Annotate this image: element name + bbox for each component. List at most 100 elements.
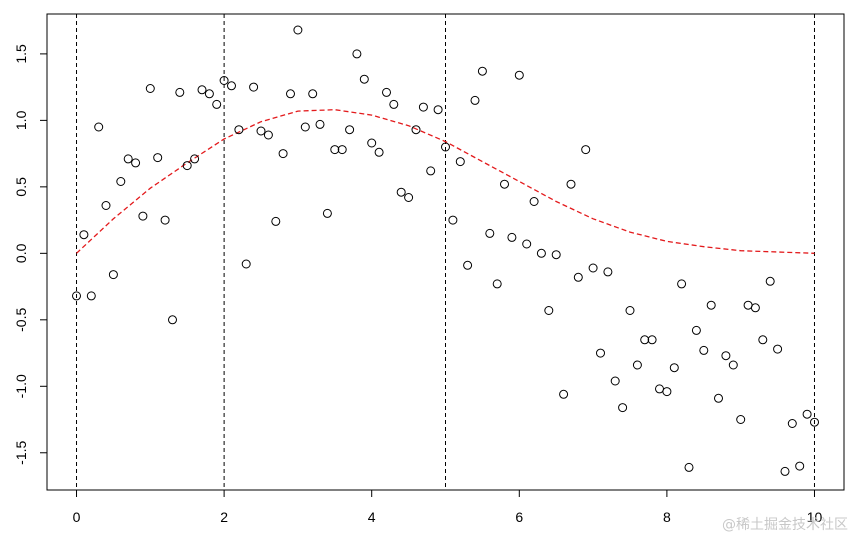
data-point: [714, 393, 723, 403]
data-point: [625, 306, 635, 315]
data-point: [691, 325, 701, 335]
data-point: [728, 360, 738, 370]
data-point: [780, 466, 790, 476]
y-tick-label: -1.0: [13, 374, 29, 398]
data-point: [197, 85, 207, 95]
data-point: [632, 360, 642, 370]
data-point: [514, 70, 524, 80]
data-point: [263, 130, 273, 140]
data-point: [322, 208, 332, 218]
data-point: [566, 179, 576, 189]
data-point: [86, 291, 96, 301]
y-tick-label: -1.5: [13, 440, 29, 464]
data-point: [773, 344, 783, 354]
vertical-reference-lines: [76, 14, 815, 490]
data-point: [204, 89, 214, 99]
data-point: [721, 351, 731, 361]
data-point: [573, 272, 583, 282]
data-point: [477, 66, 487, 76]
data-point: [359, 74, 369, 84]
data-point: [227, 81, 236, 91]
data-point: [175, 87, 185, 97]
data-point: [750, 303, 760, 313]
data-point: [101, 201, 111, 210]
data-point: [382, 87, 391, 97]
x-axis: 0 2 4 6 8 10: [73, 489, 823, 525]
data-point: [470, 95, 480, 105]
data-point: [640, 335, 650, 345]
data-point: [485, 228, 495, 238]
data-point: [249, 82, 259, 92]
data-point: [315, 119, 325, 129]
data-point: [72, 291, 81, 301]
data-point: [795, 461, 805, 471]
data-point: [736, 415, 746, 424]
fitted-curve-layer: [76, 109, 815, 254]
data-point: [529, 197, 539, 206]
data-point: [108, 270, 118, 280]
y-tick-label: 0.5: [13, 177, 29, 197]
x-tick-label: 2: [220, 509, 228, 525]
data-point: [308, 89, 318, 99]
data-point: [662, 387, 672, 397]
y-tick-label: 1.0: [13, 110, 29, 130]
x-tick-label: 0: [73, 509, 81, 525]
data-point: [337, 145, 347, 155]
data-point: [655, 384, 664, 394]
x-tick-label: 4: [368, 509, 376, 525]
data-point: [433, 105, 443, 115]
data-point: [404, 193, 414, 202]
data-point: [522, 239, 532, 249]
data-point: [411, 125, 421, 135]
data-point: [190, 154, 200, 164]
data-point: [500, 179, 509, 189]
data-point: [389, 99, 399, 109]
data-point: [544, 306, 554, 315]
data-point: [677, 279, 687, 289]
data-point: [463, 260, 473, 270]
data-point: [145, 84, 155, 93]
data-point: [588, 263, 598, 273]
data-point: [212, 99, 222, 109]
data-point: [278, 149, 288, 159]
data-point: [374, 147, 384, 157]
data-point: [441, 142, 450, 152]
data-point: [647, 335, 657, 345]
data-point: [610, 376, 620, 386]
data-point: [559, 389, 569, 399]
data-point: [94, 122, 104, 132]
data-point: [234, 125, 244, 135]
data-point: [79, 230, 89, 240]
data-point: [787, 419, 797, 428]
data-point: [219, 76, 229, 85]
data-point: [256, 126, 266, 136]
data-point: [160, 215, 170, 225]
y-tick-label: 1.5: [13, 44, 29, 64]
data-point: [507, 232, 517, 242]
data-point: [765, 276, 775, 286]
x-tick-label: 10: [807, 509, 823, 525]
data-point: [603, 267, 613, 277]
data-point: [138, 211, 148, 221]
data-point: [448, 215, 458, 225]
watermark: @稀土掘金技术社区: [722, 517, 848, 533]
data-point: [596, 348, 605, 358]
y-tick-label: -0.5: [13, 308, 29, 332]
data-point: [418, 102, 428, 112]
data-point: [123, 154, 133, 164]
data-point: [168, 315, 177, 325]
y-axis: -1.5 -1.0 -0.5 0.0 0.5 1.0 1.5: [13, 44, 48, 465]
y-tick-label: 0.0: [13, 243, 29, 263]
data-point: [271, 216, 281, 226]
data-point: [743, 300, 753, 310]
data-point: [810, 417, 819, 427]
data-point: [293, 25, 303, 35]
data-point: [802, 409, 812, 419]
data-point: [551, 250, 561, 260]
data-point: [131, 158, 141, 168]
data-point: [618, 403, 628, 413]
data-point: [455, 157, 465, 167]
data-point: [536, 248, 546, 258]
